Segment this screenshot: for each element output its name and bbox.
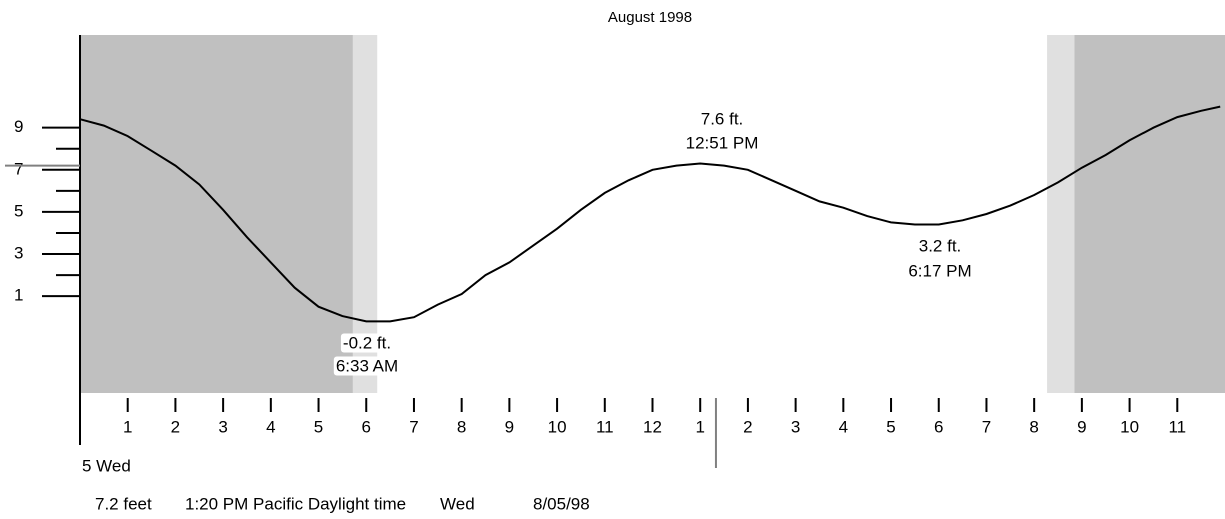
x-tick-label: 6 [934, 417, 943, 436]
x-tick-label: 5 [886, 417, 895, 436]
x-tick-label: 8 [457, 417, 466, 436]
tide-curve [79, 105, 1221, 323]
x-tick-label: 9 [505, 417, 514, 436]
annotation: 6:33 AM [336, 356, 398, 375]
twilight-band [1047, 35, 1075, 393]
x-tick-label: 9 [1077, 417, 1086, 436]
y-tick-label: 1 [14, 286, 23, 305]
footer-text: 7.2 feet [95, 494, 152, 513]
y-tick-label: 3 [14, 243, 23, 262]
x-tick-label: 7 [409, 417, 418, 436]
x-tick-label: 3 [218, 417, 227, 436]
twilight-band [352, 35, 378, 393]
x-tick-label: 4 [839, 417, 848, 436]
x-tick-label: 7 [982, 417, 991, 436]
x-tick-label: 11 [1168, 417, 1186, 436]
y-tick-label: 5 [14, 201, 23, 220]
x-tick-label: 2 [743, 417, 752, 436]
night-band [80, 35, 353, 393]
x-tick-label: 8 [1029, 417, 1038, 436]
footer-text: 1:20 PM Pacific Daylight time [185, 494, 406, 513]
footer-text: Wed [440, 494, 475, 513]
annotation: -0.2 ft. [343, 333, 391, 352]
x-tick-label: 2 [171, 417, 180, 436]
x-tick-label: 10 [548, 417, 567, 436]
annotation: 12:51 PM [686, 133, 759, 152]
annotation: 3.2 ft. [919, 236, 962, 255]
x-tick-label: 6 [362, 417, 371, 436]
x-tick-label: 11 [596, 417, 614, 436]
footer-text: 8/05/98 [533, 494, 590, 513]
x-tick-label: 1 [695, 417, 704, 436]
x-tick-label: 12 [643, 417, 662, 436]
x-tick-label: 1 [123, 417, 132, 436]
annotation: 7.6 ft. [701, 109, 744, 128]
annotation: 6:17 PM [908, 261, 971, 280]
x-tick-label: 10 [1120, 417, 1139, 436]
day-label: 5 Wed [82, 456, 131, 475]
x-tick-label: 3 [791, 417, 800, 436]
annotation-bg [340, 333, 394, 353]
chart-title: August 1998 [608, 9, 692, 26]
x-tick-label: 4 [266, 417, 275, 436]
annotation-bg [333, 356, 401, 376]
y-tick-label: 7 [14, 159, 23, 178]
night-band [1074, 35, 1225, 393]
y-tick-label: 9 [14, 117, 23, 136]
x-tick-label: 5 [314, 417, 323, 436]
